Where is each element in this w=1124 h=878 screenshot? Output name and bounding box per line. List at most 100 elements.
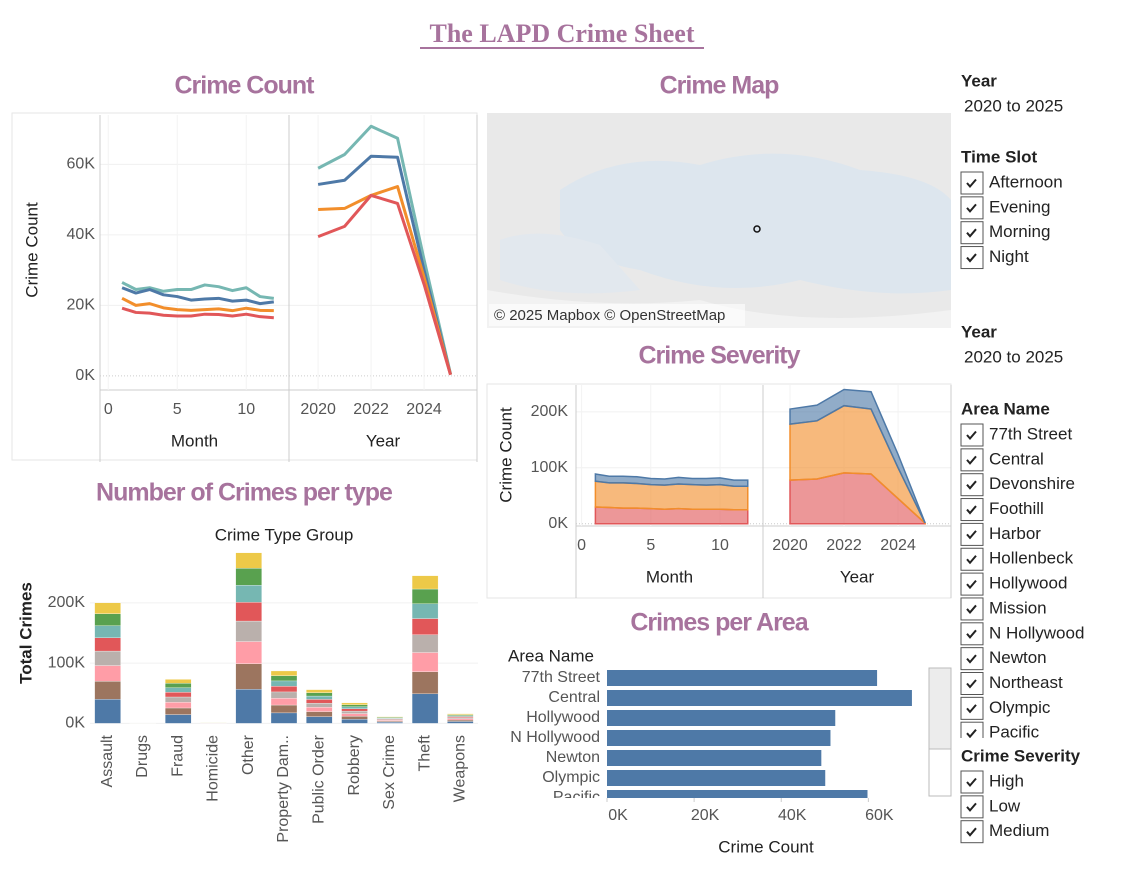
option-label[interactable]: 77th Street <box>989 424 1072 443</box>
bar-segment <box>341 713 368 717</box>
bar-segment <box>94 625 121 638</box>
checkbox-option[interactable]: Pacific <box>960 721 1040 744</box>
bar <box>607 730 831 746</box>
option-label[interactable]: Afternoon <box>989 172 1063 191</box>
bar-segment <box>341 706 368 709</box>
x-tick-label: Theft <box>416 734 433 771</box>
checkbox-option[interactable]: N Hollywood <box>960 622 1084 646</box>
bar-segment <box>235 552 262 569</box>
checkbox-option[interactable]: Evening <box>960 196 1050 220</box>
option-label[interactable]: Medium <box>989 821 1049 840</box>
y-tick-label: 77th Street <box>522 669 601 686</box>
option-label[interactable]: N Hollywood <box>989 623 1084 642</box>
x-tick-label: 2020 <box>300 401 336 418</box>
option-label[interactable]: Hollenbeck <box>989 549 1074 568</box>
checkbox-option[interactable]: Afternoon <box>960 171 1063 195</box>
line <box>121 296 274 313</box>
x-tick-label: 2024 <box>880 537 916 554</box>
option-label[interactable]: Night <box>989 247 1029 266</box>
checkmark <box>966 530 977 540</box>
option-label[interactable]: High <box>989 771 1024 790</box>
y-tick-label: 0K <box>75 367 95 384</box>
column-header: Area Name <box>508 646 594 665</box>
filter-title: Year <box>961 71 997 90</box>
checkbox-option[interactable]: Morning <box>960 221 1050 245</box>
x-tick-label: 10 <box>237 401 255 418</box>
checkbox-option[interactable]: Night <box>960 246 1029 270</box>
filter-title: Time Slot <box>961 147 1038 166</box>
x-tick-label: 0 <box>104 401 113 418</box>
bar-segment <box>447 721 474 724</box>
x-tick-label: 0 <box>577 537 586 554</box>
option-label[interactable]: Evening <box>989 197 1050 216</box>
y-tick-label: 200K <box>48 594 86 611</box>
option-label[interactable]: Central <box>989 449 1044 468</box>
bar-segment <box>270 680 298 687</box>
filter-value[interactable]: 2020 to 2025 <box>964 347 1063 366</box>
checkmark <box>966 704 977 714</box>
option-label[interactable]: Mission <box>989 598 1047 617</box>
chart-title: Crime Count <box>175 72 316 100</box>
bar-segment <box>341 719 368 724</box>
x-tick-label: 20K <box>691 807 720 824</box>
checkbox-option[interactable]: Newton <box>960 647 1047 671</box>
option-label[interactable]: Morning <box>989 222 1050 241</box>
option-label[interactable]: Foothill <box>989 499 1044 518</box>
bar-segment <box>94 681 121 700</box>
option-label[interactable]: Northeast <box>989 673 1063 692</box>
bar-segment <box>270 712 298 724</box>
option-label[interactable]: Newton <box>989 648 1047 667</box>
checkbox-option[interactable]: Foothill <box>960 498 1044 522</box>
bar-segment <box>306 689 333 693</box>
checkbox-option[interactable]: 77th Street <box>960 423 1072 447</box>
bar-segment <box>411 603 439 619</box>
bar-segment <box>306 711 333 717</box>
checkbox-option[interactable]: Olympic <box>960 696 1051 720</box>
map-point[interactable] <box>753 225 761 233</box>
checkmark <box>966 480 977 490</box>
y-tick-label: 20K <box>67 297 96 314</box>
bar-segment <box>411 671 439 695</box>
filter-value[interactable]: 2020 to 2025 <box>964 96 1063 115</box>
option-label[interactable]: Olympic <box>989 698 1051 717</box>
bar-segment <box>411 693 439 724</box>
bar-segment <box>165 714 192 724</box>
checkbox-option[interactable]: Mission <box>960 597 1047 621</box>
bar-segment <box>270 675 298 682</box>
bar-segment <box>411 618 439 635</box>
checkbox-option[interactable]: Hollenbeck <box>960 547 1074 571</box>
scrollbar-thumb[interactable] <box>928 667 952 750</box>
checkbox-option[interactable]: Northeast <box>960 672 1063 695</box>
option-label[interactable]: Low <box>989 796 1021 815</box>
checkbox-option[interactable]: High <box>960 770 1024 794</box>
option-label[interactable]: Pacific <box>989 723 1040 742</box>
filter-list: 77th Street Central Devonshire Foothill Harb… <box>960 423 1084 744</box>
bar-segment <box>270 686 298 693</box>
checkbox-option[interactable]: Devonshire <box>960 473 1075 497</box>
checkmark <box>966 629 977 639</box>
bar <box>607 750 822 766</box>
checkmark <box>966 729 977 738</box>
checkbox-option[interactable]: Hollywood <box>960 572 1067 596</box>
option-label[interactable]: Harbor <box>989 524 1041 543</box>
bar-segment <box>306 716 333 724</box>
line <box>317 193 452 376</box>
checkbox-option[interactable]: Central <box>960 448 1044 472</box>
x-axis-label: Year <box>840 567 875 586</box>
bar-segment <box>306 692 333 697</box>
bar-segment <box>341 716 368 720</box>
checkbox-option[interactable]: Harbor <box>960 522 1041 546</box>
bar-segment <box>376 716 403 718</box>
x-tick-label: 0K <box>608 807 628 824</box>
checkmark <box>966 430 977 441</box>
area <box>594 473 749 488</box>
checkbox-option[interactable]: Medium <box>960 820 1049 844</box>
checkmark <box>966 679 977 689</box>
line <box>121 281 275 300</box>
x-tick-label: 10 <box>711 537 729 554</box>
bar-segment <box>165 691 192 698</box>
x-tick-label: 2024 <box>406 401 442 418</box>
option-label[interactable]: Hollywood <box>989 574 1067 593</box>
checkbox-option[interactable]: Low <box>960 795 1021 819</box>
option-label[interactable]: Devonshire <box>989 474 1075 493</box>
